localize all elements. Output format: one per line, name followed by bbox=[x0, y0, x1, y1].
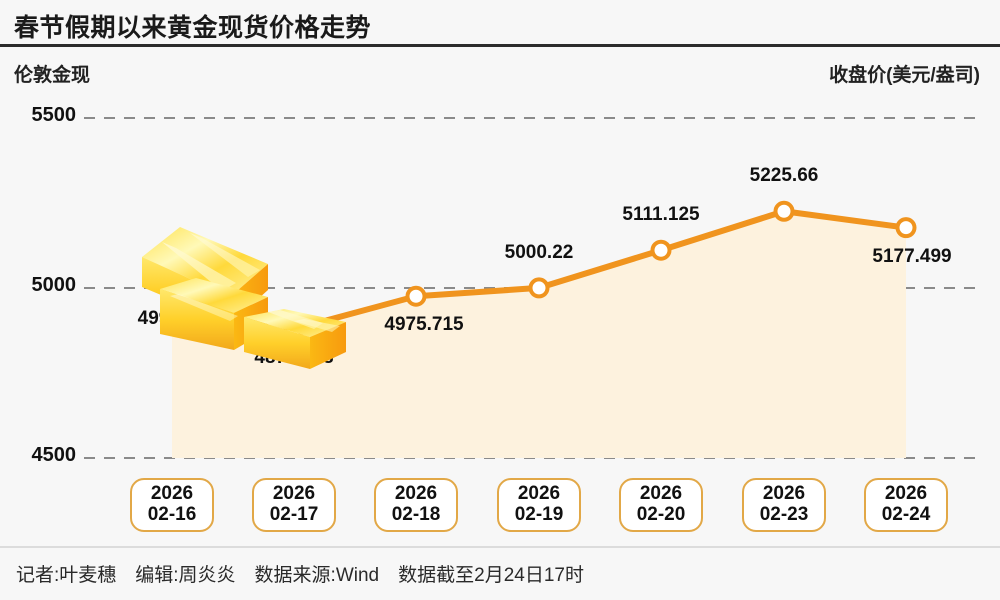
area-fill bbox=[172, 211, 906, 458]
gold-bars-icon bbox=[142, 227, 346, 369]
data-point-marker[interactable] bbox=[650, 239, 672, 261]
x-axis-date-pill[interactable]: 2026 02-24 bbox=[864, 478, 948, 532]
data-point-label: 5111.125 bbox=[622, 204, 700, 226]
x-axis-date: 02-17 bbox=[269, 504, 319, 525]
data-point-marker[interactable] bbox=[773, 200, 795, 222]
y-axis-tick-label: 5500 bbox=[31, 104, 77, 126]
x-axis-year: 2026 bbox=[517, 483, 561, 505]
data-point-label: 5177.499 bbox=[872, 245, 952, 267]
data-point-marker[interactable] bbox=[895, 217, 917, 239]
x-axis-year: 2026 bbox=[639, 483, 683, 505]
x-axis-year: 2026 bbox=[150, 483, 194, 505]
y-axis-unit-caption: 收盘价(美元/盎司) bbox=[829, 65, 980, 86]
x-axis-date-pill[interactable]: 2026 02-23 bbox=[742, 478, 826, 532]
x-axis-date-pill[interactable]: 2026 02-17 bbox=[252, 478, 336, 532]
footer-credits: 记者:叶麦穗 编辑:周炎炎 数据来源:Wind 数据截至2月24日17时 bbox=[16, 565, 584, 586]
x-axis-date: 02-24 bbox=[881, 504, 931, 525]
x-axis-year: 2026 bbox=[884, 483, 928, 505]
data-point-label: 5225.66 bbox=[749, 165, 819, 187]
x-axis-date: 02-16 bbox=[147, 504, 197, 525]
series-caption: 伦敦金现 bbox=[14, 65, 91, 86]
x-axis-year: 2026 bbox=[394, 483, 438, 505]
x-axis-year: 2026 bbox=[762, 483, 806, 505]
x-axis-date-pill[interactable]: 2026 02-16 bbox=[130, 478, 214, 532]
x-axis-date: 02-18 bbox=[391, 504, 441, 525]
x-axis-date: 02-23 bbox=[759, 504, 809, 525]
title-divider bbox=[0, 44, 1000, 47]
x-axis-date-pill[interactable]: 2026 02-20 bbox=[619, 478, 703, 532]
y-axis-tick-label: 5000 bbox=[31, 274, 77, 296]
data-point-marker[interactable] bbox=[405, 285, 427, 307]
data-point-label: 4975.715 bbox=[384, 314, 464, 336]
x-axis-labels: 2026 02-16 2026 02-17 2026 02-18 2026 02-19 2026… bbox=[0, 478, 1000, 536]
data-point-marker[interactable] bbox=[528, 277, 550, 299]
x-axis-year: 2026 bbox=[272, 483, 316, 505]
data-point-label: 5000.22 bbox=[504, 241, 574, 263]
x-axis-date-pill[interactable]: 2026 02-19 bbox=[497, 478, 581, 532]
x-axis-date-pill[interactable]: 2026 02-18 bbox=[374, 478, 458, 532]
x-axis-date: 02-19 bbox=[514, 504, 564, 525]
page-title: 春节假期以来黄金现货价格走势 bbox=[14, 14, 372, 42]
x-axis-date: 02-20 bbox=[636, 504, 686, 525]
footer-divider bbox=[0, 546, 1000, 548]
y-axis-tick-label: 4500 bbox=[31, 444, 77, 466]
